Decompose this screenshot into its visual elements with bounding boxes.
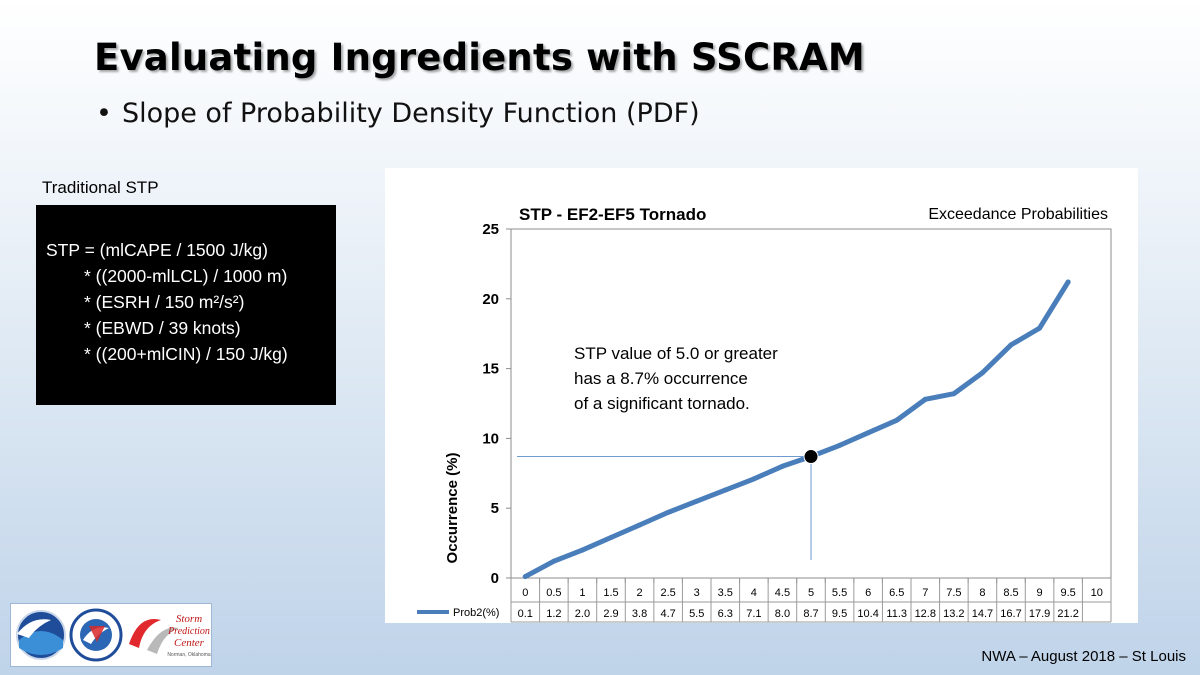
x-tick-label: 7.5 xyxy=(946,587,961,599)
footer-text: NWA – August 2018 – St Louis xyxy=(981,648,1186,665)
stp-formula-line: * (EBWD / 39 knots) xyxy=(84,318,241,338)
x-tick-label: 5.5 xyxy=(832,587,847,599)
x-tick-label: 1.5 xyxy=(603,587,618,599)
stp-formula-line: * ((2000-mlLCL) / 1000 m) xyxy=(84,266,288,286)
chart-annotation-line: of a significant tornado. xyxy=(574,394,750,413)
x-tick-label: 8.5 xyxy=(1003,587,1018,599)
exceedance-chart: STP - EF2-EF5 Tornado Exceedance Probabi… xyxy=(417,205,1112,623)
data-point xyxy=(694,498,700,504)
table-value: 8.0 xyxy=(775,608,790,620)
x-tick-label: 10 xyxy=(1091,587,1103,599)
bullet-dot-icon: • xyxy=(96,98,112,129)
spc-logo-icon: Storm Prediction Center Norman, Oklahoma xyxy=(129,613,211,658)
data-point xyxy=(837,442,843,448)
chart-annotation-line: has a 8.7% occurrence xyxy=(574,369,748,388)
table-value: 5.5 xyxy=(689,608,704,620)
y-tick-label: 15 xyxy=(482,361,499,378)
svg-text:Storm: Storm xyxy=(176,613,202,625)
x-tick-label: 6.5 xyxy=(889,587,904,599)
data-point xyxy=(522,574,528,580)
highlight-point xyxy=(803,449,819,465)
y-tick-label: 20 xyxy=(482,291,499,308)
legend-label: Prob2(%) xyxy=(453,607,499,619)
x-tick-label: 3.5 xyxy=(718,587,733,599)
table-value: 2.9 xyxy=(603,608,618,620)
data-point xyxy=(779,463,785,469)
table-value: 1.2 xyxy=(546,608,561,620)
x-tick-label: 3 xyxy=(694,587,700,599)
x-tick-label: 2 xyxy=(637,587,643,599)
bullet-text: Slope of Probability Density Function (P… xyxy=(121,98,700,129)
table-value: 13.2 xyxy=(943,608,964,620)
slide-bullet: • Slope of Probability Density Function (… xyxy=(96,98,700,129)
data-point xyxy=(579,547,585,553)
data-point xyxy=(865,430,871,436)
y-tick-label: 10 xyxy=(482,430,499,447)
data-point xyxy=(1008,342,1014,348)
data-point xyxy=(637,522,643,528)
x-tick-label: 4 xyxy=(751,587,757,599)
table-value: 14.7 xyxy=(972,608,993,620)
x-tick-label: 5 xyxy=(808,587,814,599)
chart-annotation-line: STP value of 5.0 or greater xyxy=(574,344,778,363)
slide-title: Evaluating Ingredients with SSCRAM xyxy=(94,36,865,79)
data-point xyxy=(951,391,957,397)
y-axis-label: Occurrence (%) xyxy=(444,453,461,564)
stp-formula-line: * (ESRH / 150 m²/s²) xyxy=(84,292,245,312)
x-tick-label: 4.5 xyxy=(775,587,790,599)
table-value: 11.3 xyxy=(886,608,907,620)
noaa-logo-icon xyxy=(16,610,66,660)
x-tick-label: 2.5 xyxy=(660,587,675,599)
data-point xyxy=(751,476,757,482)
table-value: 10.4 xyxy=(857,608,878,620)
data-point xyxy=(894,417,900,423)
x-tick-label: 0 xyxy=(522,587,528,599)
y-tick-label: 25 xyxy=(482,221,499,238)
nws-logo-icon xyxy=(69,608,123,662)
stp-caption: Traditional STP xyxy=(42,178,159,197)
svg-text:Prediction: Prediction xyxy=(167,626,210,637)
logo-strip: Storm Prediction Center Norman, Oklahoma xyxy=(10,603,212,667)
x-tick-label: 9 xyxy=(1037,587,1043,599)
svg-text:Norman, Oklahoma: Norman, Oklahoma xyxy=(167,652,211,658)
x-tick-label: 9.5 xyxy=(1060,587,1075,599)
stp-formula-line: STP = (mlCAPE / 1500 J/kg) xyxy=(46,240,268,260)
stp-formula-line: * ((200+mlCIN) / 150 J/kg) xyxy=(84,344,288,364)
svg-text:Center: Center xyxy=(174,637,205,649)
table-value: 0.1 xyxy=(518,608,533,620)
x-tick-label: 8 xyxy=(979,587,985,599)
chart-subtitle: Exceedance Probabilities xyxy=(928,206,1108,223)
data-point xyxy=(979,370,985,376)
data-point xyxy=(722,487,728,493)
table-value: 2.0 xyxy=(575,608,590,620)
x-tick-label: 1 xyxy=(579,587,585,599)
x-tick-label: 0.5 xyxy=(546,587,561,599)
table-value: 8.7 xyxy=(803,608,818,620)
table-value: 3.8 xyxy=(632,608,647,620)
table-value: 21.2 xyxy=(1057,608,1078,620)
data-point xyxy=(922,396,928,402)
data-point xyxy=(1037,325,1043,331)
table-value: 17.9 xyxy=(1029,608,1050,620)
data-point xyxy=(665,509,671,515)
chart-title: STP - EF2-EF5 Tornado xyxy=(519,205,706,224)
table-value: 16.7 xyxy=(1000,608,1021,620)
table-value: 6.3 xyxy=(718,608,733,620)
data-point xyxy=(608,535,614,541)
y-tick-label: 0 xyxy=(491,570,499,587)
chart-panel: STP - EF2-EF5 Tornado Exceedance Probabi… xyxy=(385,168,1138,623)
table-value: 7.1 xyxy=(746,608,761,620)
table-value: 9.5 xyxy=(832,608,847,620)
y-tick-label: 5 xyxy=(491,500,499,517)
series-line-prob2 xyxy=(522,279,1071,580)
plot-frame xyxy=(510,228,1112,579)
data-point xyxy=(1065,279,1071,285)
x-tick-label: 7 xyxy=(922,587,928,599)
table-value: 12.8 xyxy=(915,608,936,620)
data-point xyxy=(551,558,557,564)
stp-formula-box: STP = (mlCAPE / 1500 J/kg) * ((2000-mlLC… xyxy=(36,205,336,405)
x-tick-label: 6 xyxy=(865,587,871,599)
table-value: 4.7 xyxy=(660,608,675,620)
